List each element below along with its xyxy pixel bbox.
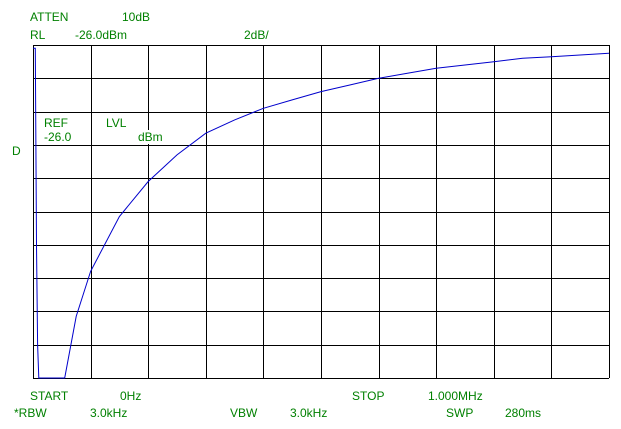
swp-label: SWP: [446, 406, 474, 420]
rbw-value: 3.0kHz: [90, 406, 128, 420]
vbw-value: 3.0kHz: [290, 406, 328, 420]
marker-d: D: [12, 144, 21, 158]
trace-line: [33, 47, 610, 379]
stop-value: 1.000MHz: [428, 389, 483, 403]
atten-value: 10dB: [122, 10, 151, 24]
scale-per-div: 2dB/: [244, 28, 269, 42]
rl-label: RL: [30, 28, 46, 42]
ref-label: REF: [44, 116, 68, 130]
swp-value: 280ms: [505, 406, 542, 420]
stop-label: STOP: [352, 389, 385, 403]
start-label: START: [30, 389, 69, 403]
ref-unit: dBm: [138, 130, 163, 144]
lvl-label: LVL: [106, 116, 127, 130]
rl-value: -26.0dBm: [75, 28, 128, 42]
graticule: [33, 45, 610, 379]
atten-label: ATTEN: [30, 10, 69, 24]
rbw-label: *RBW: [14, 406, 47, 420]
start-value: 0Hz: [120, 389, 142, 403]
vbw-label: VBW: [230, 406, 258, 420]
ref-value: -26.0: [44, 130, 72, 144]
